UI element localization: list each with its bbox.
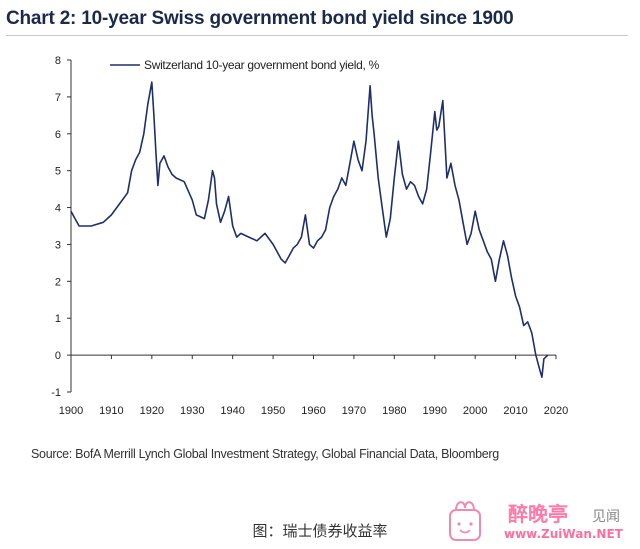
y-tick-label: 6 bbox=[55, 129, 61, 141]
y-tick-label: 7 bbox=[55, 92, 61, 104]
y-tick-label: 2 bbox=[55, 276, 61, 288]
x-tick-label: 2010 bbox=[503, 405, 527, 417]
watermark-url: www.ZuiWan.NET bbox=[504, 527, 624, 541]
y-tick-label: -1 bbox=[51, 387, 61, 399]
x-tick-label: 1920 bbox=[140, 405, 164, 417]
series-line-switzerland-10y bbox=[70, 81, 549, 378]
watermark-overlay: 见闻 bbox=[592, 509, 620, 525]
x-tick-label: 1900 bbox=[59, 405, 83, 417]
chart-legend: Switzerland 10-year government bond yiel… bbox=[110, 58, 380, 72]
x-tick-label: 1990 bbox=[423, 405, 447, 417]
plot-area bbox=[70, 81, 549, 378]
y-tick-label: 1 bbox=[55, 313, 61, 325]
x-tick-label: 1940 bbox=[220, 405, 244, 417]
x-tick-label: 1980 bbox=[382, 405, 406, 417]
title-divider bbox=[6, 35, 628, 36]
watermark-brand: 醉晚亭 bbox=[508, 502, 568, 526]
chart-axes: 8 7 6 5 4 3 2 1 0 -1 1900 1910 1920 1930 1940 1950 1960 1… bbox=[51, 55, 568, 417]
y-tick-label: 3 bbox=[55, 239, 61, 251]
line-chart: 8 7 6 5 4 3 2 1 0 -1 1900 1910 1920 1930 1940 1950 1960 1… bbox=[51, 55, 568, 417]
x-tick-label: 2000 bbox=[463, 405, 487, 417]
y-tick-label: 4 bbox=[55, 203, 61, 215]
x-tick-label: 1950 bbox=[261, 405, 285, 417]
x-tick-label: 2020 bbox=[544, 405, 568, 417]
y-tick-label: 8 bbox=[55, 55, 61, 67]
y-tick-label: 5 bbox=[55, 166, 61, 178]
x-tick-label: 1910 bbox=[99, 405, 123, 417]
gift-box-icon bbox=[449, 501, 481, 541]
source-note: Source: BofA Merrill Lynch Global Invest… bbox=[31, 447, 499, 461]
x-tick-label: 1970 bbox=[342, 405, 366, 417]
x-tick-label: 1960 bbox=[301, 405, 325, 417]
figure-caption: 图：瑞士债券收益率 bbox=[252, 522, 388, 540]
chart-title: Chart 2: 10-year Swiss government bond y… bbox=[6, 8, 514, 29]
x-tick-label: 1930 bbox=[180, 405, 204, 417]
legend-label: Switzerland 10-year government bond yiel… bbox=[144, 58, 380, 72]
y-tick-label: 0 bbox=[55, 350, 61, 362]
watermark-logo: 醉晚亭 见闻 www.ZuiWan.NET bbox=[449, 501, 624, 541]
